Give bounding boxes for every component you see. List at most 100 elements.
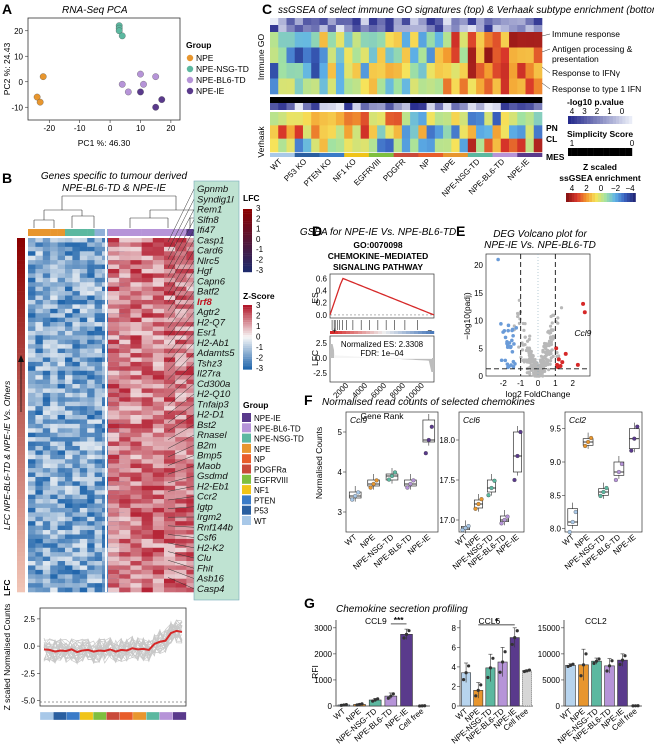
immune-go-label: Immune GO [256,33,266,80]
heat-cell [65,574,73,580]
heat-cell [35,534,43,540]
pval-legend-cell [625,116,629,124]
heat-cell [119,406,131,411]
heat-cell [152,260,165,265]
z-legend-tick: 4 [570,184,575,193]
heat-cell [42,397,51,403]
heat-cell [108,450,120,456]
group-strip-cell [467,153,493,157]
heat-cell [50,547,58,553]
heat-cell [94,361,103,367]
heat-cell [72,291,80,296]
go-cell [385,32,394,48]
heat-cell [175,538,187,544]
up-point [554,346,559,351]
heat-cell [108,530,120,535]
heat-cell [186,445,198,451]
down-point [505,340,509,344]
box-body [512,431,523,473]
heat-cell [42,423,51,429]
heat-cell [35,375,43,380]
lfc-side-cell [17,552,25,557]
box-point [505,514,510,519]
go-cell [484,63,493,79]
heat-cell [130,507,142,513]
heat-cell [130,384,142,389]
heat-cell [35,246,43,252]
heat-cell [72,561,80,566]
heat-cell [35,428,43,433]
z-legend-cell [243,328,252,331]
heat-cell [79,450,88,456]
line-ytick-label: 0.0 [24,642,36,651]
heat-cell [119,543,131,549]
heat-cell [57,286,66,292]
go-cell [484,78,493,95]
rank-plus: + [332,326,337,335]
heat-cell [57,516,66,522]
heat-cell [141,450,153,456]
go-cell [286,47,296,64]
gene-leader [167,414,195,432]
simp-legend-cell [609,148,613,156]
lfc-side-cell [17,512,25,518]
heat-cell [28,335,36,341]
heat-cell [50,415,58,420]
ns-point [549,337,553,341]
group-strip-cell [517,153,543,157]
verhaak-cell [517,125,526,139]
heat-cell [130,397,142,403]
verhaak-cell [451,125,460,139]
heat-cell [141,335,153,341]
es-curve [329,277,435,316]
heat-cell [79,313,88,318]
heat-cell [164,499,176,504]
heat-cell [50,335,58,341]
verhaak-cell [410,112,419,126]
group-legend-label: NPE-NSG-TD [254,435,304,444]
heat-cell [186,525,198,531]
heat-cell [79,353,88,358]
verhaak-cell [401,138,411,153]
panel-b: B Genes specific to tumour derived NPE-B… [2,170,304,721]
go-row-label: presentation [552,54,599,64]
heat-cell [119,344,131,349]
go-cell [500,78,510,95]
heat-cell [164,379,176,385]
bar-point [581,663,586,667]
heat-cell [79,538,88,544]
heat-cell [141,375,153,380]
heat-cell [94,521,103,526]
row-leader [541,66,551,74]
heat-cell [87,454,95,460]
simp-legend-cell [616,148,620,156]
heat-cell [87,419,95,425]
heat-cell [152,512,165,518]
pval-cell [451,25,460,33]
box-point [473,506,478,511]
lfc-legend-cell [243,234,252,237]
heat-cell [79,277,88,283]
go-cell [401,32,411,48]
heat-cell [50,344,58,349]
rank-gradient [374,331,379,334]
heat-cell [42,561,51,566]
bar-point [597,657,601,661]
verhaak-cell [294,112,304,126]
box-point [589,435,594,441]
heat-cell [186,437,198,442]
heat-cell [175,428,187,433]
heat-cell [141,503,153,509]
volcano-xlabel: log2 FoldChange [506,389,571,399]
heat-cell [42,574,51,580]
heat-cell [65,353,73,358]
heat-cell [87,445,95,451]
panel-b-letter: B [2,170,12,186]
ns-point [531,363,536,367]
heat-cell [87,450,95,456]
heat-cell [186,516,198,522]
heat-cell [119,264,131,270]
z-legend-cell [243,322,252,325]
heat-cell [50,282,58,287]
lfc-side-cell [17,246,25,252]
